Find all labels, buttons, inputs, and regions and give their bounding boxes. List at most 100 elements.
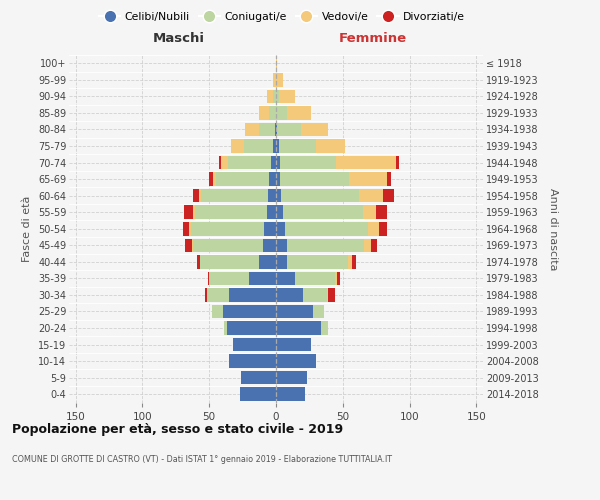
Bar [286,222,368,235]
Bar [206,288,229,302]
Bar [337,272,340,285]
Bar [276,206,283,219]
Bar [185,238,192,252]
Bar [276,139,278,153]
Bar [278,139,316,153]
Bar [363,206,376,219]
Bar [200,255,259,268]
Bar [244,139,274,153]
Bar [228,156,271,170]
Bar [194,206,266,219]
Bar [278,90,295,103]
Bar [383,189,394,202]
Bar [205,288,206,302]
Bar [259,106,269,120]
Bar [184,206,193,219]
Bar [276,272,295,285]
Bar [349,172,387,186]
Text: COMUNE DI GROTTE DI CASTRO (VT) - Dati ISTAT 1° gennaio 2019 - Elaborazione TUTT: COMUNE DI GROTTE DI CASTRO (VT) - Dati I… [12,455,392,464]
Bar [276,73,283,86]
Bar [269,106,276,120]
Bar [371,238,377,252]
Bar [191,222,264,235]
Bar [287,106,311,120]
Bar [263,238,276,252]
Bar [276,322,322,335]
Bar [221,156,228,170]
Bar [275,122,276,136]
Bar [212,304,223,318]
Bar [376,206,387,219]
Bar [276,122,277,136]
Bar [233,338,276,351]
Bar [379,222,387,235]
Bar [303,288,327,302]
Bar [276,288,303,302]
Bar [245,122,259,136]
Bar [276,338,311,351]
Bar [259,122,275,136]
Bar [209,272,249,285]
Bar [264,222,276,235]
Bar [274,73,276,86]
Bar [193,206,194,219]
Bar [301,122,328,136]
Bar [280,172,349,186]
Bar [209,172,213,186]
Bar [295,272,335,285]
Bar [213,172,216,186]
Text: Popolazione per età, sesso e stato civile - 2019: Popolazione per età, sesso e stato civil… [12,422,343,436]
Bar [322,322,328,335]
Bar [259,255,276,268]
Bar [192,238,193,252]
Bar [230,139,244,153]
Bar [241,371,276,384]
Bar [276,371,307,384]
Bar [240,388,276,401]
Bar [197,255,200,268]
Bar [328,288,335,302]
Bar [216,172,269,186]
Bar [268,189,276,202]
Bar [276,388,305,401]
Bar [277,122,301,136]
Bar [276,354,316,368]
Bar [269,172,276,186]
Text: Maschi: Maschi [153,32,205,45]
Bar [276,304,313,318]
Bar [287,238,364,252]
Bar [276,90,278,103]
Bar [336,156,396,170]
Bar [387,172,391,186]
Bar [227,322,276,335]
Bar [229,354,276,368]
Bar [182,222,189,235]
Bar [274,139,276,153]
Bar [276,255,287,268]
Bar [276,106,287,120]
Bar [224,322,227,335]
Legend: Celibi/Nubili, Coniugati/e, Vedovi/e, Divorziati/e: Celibi/Nubili, Coniugati/e, Vedovi/e, Di… [94,8,470,26]
Bar [364,238,371,252]
Bar [276,189,281,202]
Bar [283,206,363,219]
Bar [276,56,277,70]
Bar [281,189,359,202]
Bar [274,90,276,103]
Bar [223,304,276,318]
Bar [276,238,287,252]
Bar [348,255,352,268]
Bar [189,222,191,235]
Bar [271,156,276,170]
Bar [368,222,379,235]
Bar [335,272,337,285]
Bar [201,189,268,202]
Bar [352,255,356,268]
Bar [316,139,346,153]
Bar [229,288,276,302]
Bar [276,172,280,186]
Bar [193,189,199,202]
Bar [218,156,221,170]
Bar [313,304,324,318]
Bar [249,272,276,285]
